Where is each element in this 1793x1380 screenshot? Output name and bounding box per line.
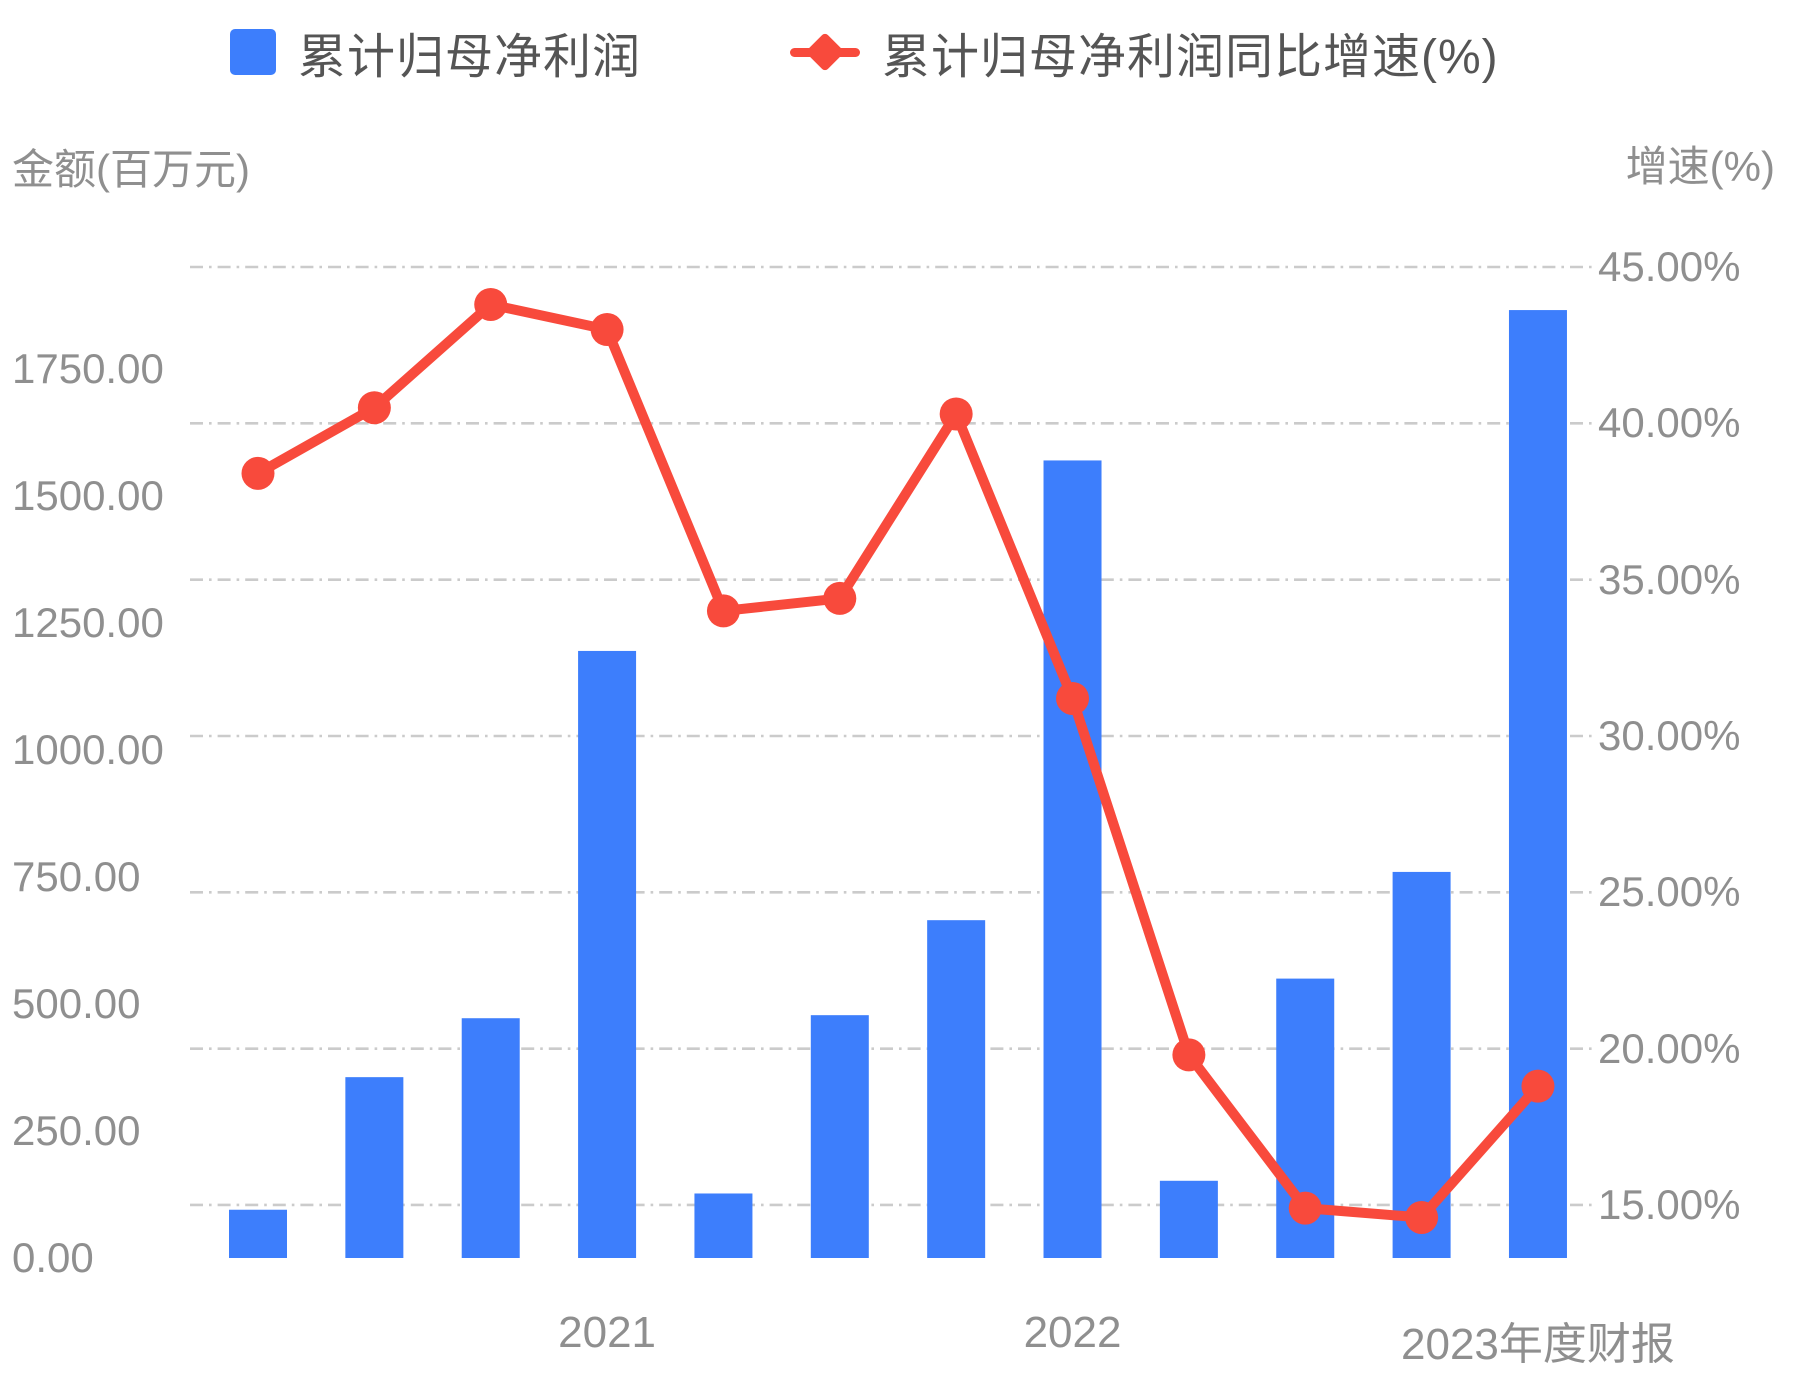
right-axis-tick: 40.00% xyxy=(1598,399,1741,447)
line-point xyxy=(241,456,275,490)
line-point xyxy=(706,594,740,628)
line-point xyxy=(1172,1038,1206,1072)
line-point xyxy=(474,288,508,322)
x-axis-label: 2023年度财报 xyxy=(1401,1320,1675,1369)
line-point xyxy=(823,581,857,615)
left-axis-tick: 1250.00 xyxy=(12,599,164,646)
bar xyxy=(810,1015,869,1258)
right-axis-tick: 20.00% xyxy=(1598,1024,1741,1072)
left-axis-tick: 750.00 xyxy=(12,853,141,900)
right-axis-tick: 45.00% xyxy=(1598,243,1741,290)
growth-line xyxy=(253,299,1543,1223)
x-axis-label: 2021 xyxy=(558,1308,657,1357)
left-axis-tick: 1500.00 xyxy=(12,472,164,519)
right-axis-tick: 35.00% xyxy=(1598,555,1741,603)
line-point xyxy=(1056,681,1090,715)
bar xyxy=(694,1193,753,1258)
bar xyxy=(927,920,986,1258)
bar xyxy=(578,650,637,1258)
bar-swatch-icon xyxy=(230,29,276,75)
line-point xyxy=(1521,1069,1555,1103)
bar xyxy=(1159,1180,1218,1258)
right-axis-tick: 30.00% xyxy=(1598,711,1741,759)
x-axis-label: 2022 xyxy=(1023,1308,1122,1357)
line-point xyxy=(1405,1200,1439,1234)
legend-label-growth: 累计归母净利润同比增速(%) xyxy=(882,31,1499,84)
legend: 累计归母净利润 累计归母净利润同比增速(%) xyxy=(0,22,1793,92)
legend-label-profit: 累计归母净利润 xyxy=(298,31,642,84)
legend-item-profit[interactable]: 累计归母净利润 xyxy=(230,22,641,84)
bar xyxy=(461,1018,520,1258)
line-diamond-marker-icon xyxy=(790,29,860,75)
left-axis-tick: 1000.00 xyxy=(12,726,164,773)
left-axis-title: 金额(百万元) xyxy=(12,146,250,193)
bar xyxy=(1043,460,1102,1258)
line-point xyxy=(939,397,973,431)
line-point xyxy=(590,313,624,347)
legend-item-growth[interactable]: 累计归母净利润同比增速(%) xyxy=(790,22,1499,84)
left-axis-tick: 0.00 xyxy=(12,1234,94,1281)
right-axis-title: 增速(%) xyxy=(1625,143,1775,190)
left-axis-tick: 500.00 xyxy=(12,980,141,1027)
left-axis-tick: 250.00 xyxy=(12,1107,141,1154)
bar xyxy=(345,1077,404,1258)
bar xyxy=(229,1209,287,1258)
line-point xyxy=(357,391,391,425)
line-point xyxy=(1288,1191,1322,1225)
right-axis-tick: 25.00% xyxy=(1598,868,1741,916)
right-axis-tick: 15.00% xyxy=(1598,1180,1741,1228)
left-axis-tick: 1750.00 xyxy=(12,345,164,392)
